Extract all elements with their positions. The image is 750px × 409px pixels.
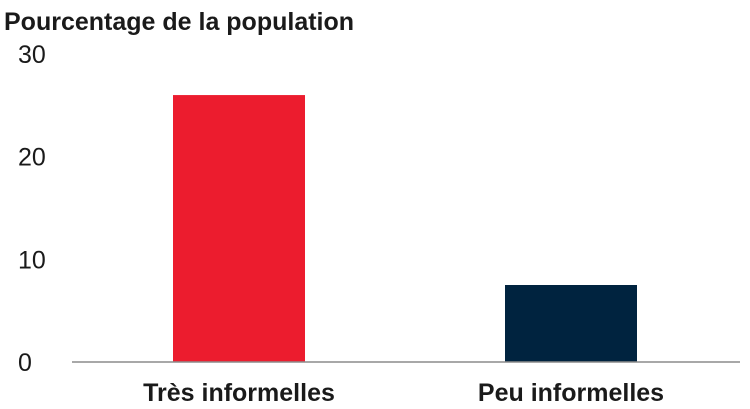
bar: [505, 285, 637, 362]
bar: [173, 95, 305, 363]
y-tick-label: 20: [18, 144, 46, 172]
y-tick-label: 10: [18, 246, 46, 274]
y-tick-label: 30: [18, 41, 46, 69]
x-category-label: Peu informelles: [478, 379, 664, 407]
y-axis-ticks: 0 10 20 30: [18, 41, 46, 377]
y-tick-label: 0: [18, 349, 32, 377]
x-category-label: Très informelles: [143, 379, 335, 407]
x-axis-categories: Très informelles Peu informelles: [143, 379, 664, 407]
y-axis-title: Pourcentage de la population: [4, 8, 354, 36]
bars: [173, 95, 637, 363]
